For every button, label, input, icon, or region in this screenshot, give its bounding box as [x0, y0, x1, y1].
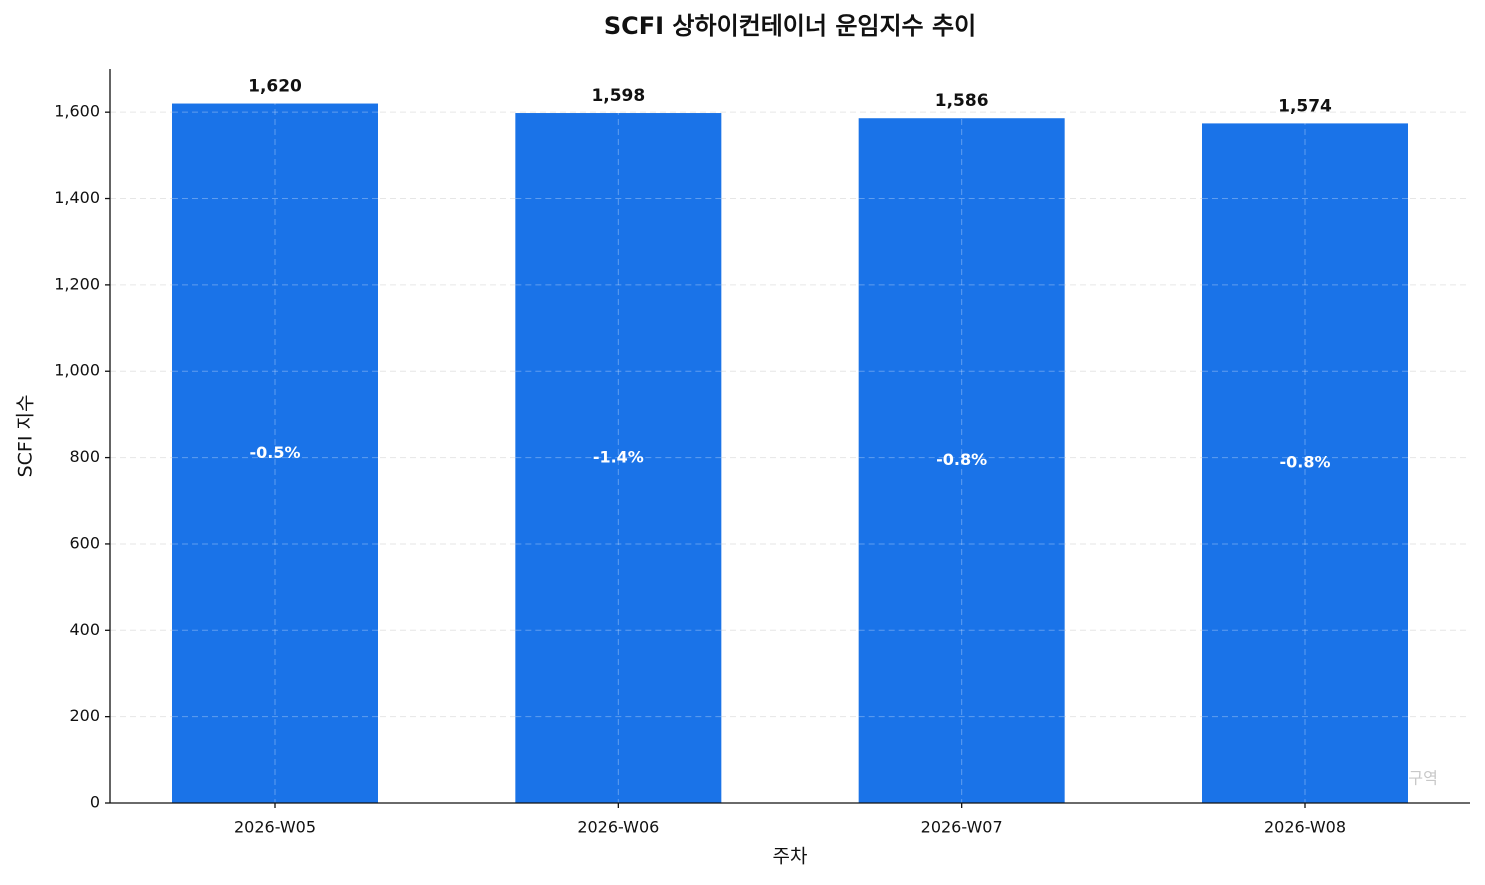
x-tick-label: 2026-W07 [921, 818, 1003, 837]
change-label: -0.8% [1279, 453, 1330, 472]
y-tick-label: 800 [69, 447, 100, 466]
change-label: -1.4% [593, 448, 644, 467]
y-tick-label: 1,200 [54, 274, 100, 293]
chart-title: SCFI 상하이컨테이너 운임지수 추이 [604, 12, 976, 40]
value-label: 1,586 [935, 91, 989, 111]
x-tick-label: 2026-W08 [1264, 818, 1346, 837]
y-tick-label: 600 [69, 533, 100, 552]
x-axis-label: 주차 [773, 846, 808, 868]
bar [1202, 123, 1408, 804]
y-tick-label: 1,000 [54, 361, 100, 380]
bar [172, 103, 378, 803]
x-tick-label: 2026-W05 [234, 818, 316, 837]
y-tick-label: 0 [90, 793, 100, 812]
change-label: -0.5% [249, 443, 300, 462]
y-tick-label: 1,400 [54, 188, 100, 207]
y-tick-label: 200 [69, 706, 100, 725]
y-axis-label: SCFI 지수 [15, 395, 37, 478]
y-tick-label: 400 [69, 620, 100, 639]
y-tick-label: 1,600 [54, 102, 100, 121]
value-label: 1,620 [248, 77, 302, 97]
x-tick-label: 2026-W06 [577, 818, 659, 837]
change-label: -0.8% [936, 450, 987, 469]
bar [515, 113, 722, 804]
value-label: 1,598 [591, 86, 645, 106]
value-label: 1,574 [1278, 96, 1332, 116]
bar [858, 118, 1065, 803]
